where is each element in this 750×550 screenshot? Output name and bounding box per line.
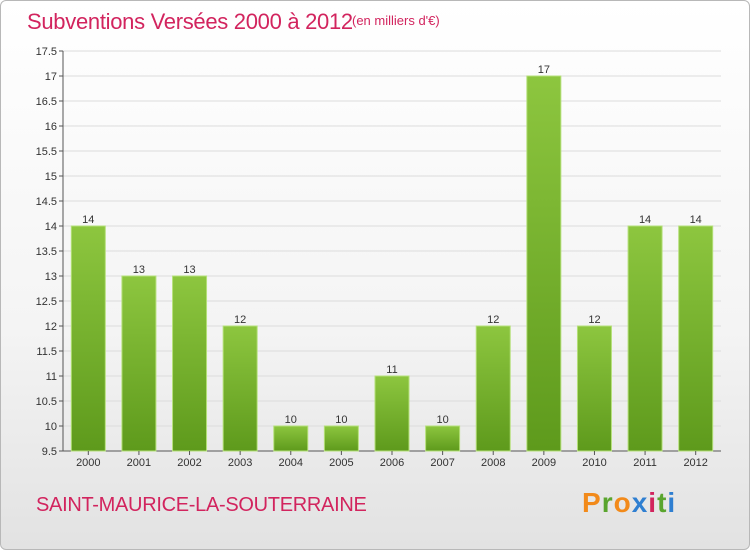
logo-letter: t <box>657 487 668 518</box>
x-axis-ticks: 2000 2001 2002 2003 2004 2005 2006 2007 2008 2009… <box>76 451 708 469</box>
bar <box>121 275 157 452</box>
y-tick-label: 14 <box>45 221 57 233</box>
bar-value-label: 11 <box>386 364 397 376</box>
bar-value-label: 14 <box>690 214 702 226</box>
x-tick-label: 2010 <box>582 457 606 469</box>
x-tick-label: 2011 <box>633 457 657 469</box>
bar <box>475 325 511 452</box>
bar-value-label: 12 <box>588 314 600 326</box>
bar <box>172 275 208 452</box>
x-tick-label: 2002 <box>177 457 201 469</box>
x-tick-label: 2005 <box>329 457 353 469</box>
logo-letter: i <box>648 487 658 518</box>
bar-value-label: 14 <box>639 214 651 226</box>
bar <box>323 425 359 452</box>
bar-value-label: 10 <box>285 414 297 426</box>
y-tick-label: 17 <box>45 71 57 83</box>
chart-title: Subventions Versées 2000 à 2012 <box>27 9 353 34</box>
bar <box>526 75 562 452</box>
bar-value-label: 13 <box>183 264 195 276</box>
bar-value-label: 10 <box>436 414 448 426</box>
bar-value-label: 12 <box>487 314 499 326</box>
y-tick-label: 11 <box>46 371 57 383</box>
y-tick-label: 16 <box>45 121 57 133</box>
logo-letter: i <box>667 487 677 518</box>
logo-letter: r <box>601 487 614 518</box>
x-tick-label: 2004 <box>279 457 303 469</box>
proxiti-logo: Proxiti <box>582 487 676 519</box>
logo-letter: o <box>613 487 632 518</box>
x-tick-label: 2000 <box>76 457 100 469</box>
y-tick-label: 15.5 <box>36 146 57 158</box>
y-tick-label: 13.5 <box>36 246 57 258</box>
bar <box>627 225 663 452</box>
unit-label: (en milliers d'€) <box>352 13 440 28</box>
bar-value-label: 17 <box>538 64 550 76</box>
bar <box>70 225 106 452</box>
commune-name: SAINT-MAURICE-LA-SOUTERRAINE <box>36 494 367 516</box>
y-tick-label: 15 <box>45 171 57 183</box>
bars <box>70 75 714 452</box>
y-axis-ticks: 9.5 10 10.5 11 11.5 12 12.5 13 13.5 14 14.5 15 15.5 1… <box>36 46 63 458</box>
y-tick-label: 10 <box>45 421 57 433</box>
bar <box>425 425 461 452</box>
x-tick-label: 2003 <box>228 457 252 469</box>
x-tick-label: 2006 <box>380 457 404 469</box>
bar <box>222 325 258 452</box>
x-tick-label: 2012 <box>683 457 707 469</box>
logo-letter: x <box>631 487 649 518</box>
x-tick-label: 2007 <box>430 457 454 469</box>
bar <box>576 325 612 452</box>
bar-value-label: 10 <box>335 414 347 426</box>
x-tick-label: 2008 <box>481 457 505 469</box>
y-tick-label: 12.5 <box>36 296 57 308</box>
bar <box>678 225 714 452</box>
bar-value-label: 12 <box>234 314 246 326</box>
y-tick-label: 10.5 <box>36 396 57 408</box>
bar-value-label: 13 <box>133 264 145 276</box>
y-tick-label: 9.5 <box>42 446 57 458</box>
bar-value-label: 14 <box>82 214 94 226</box>
x-tick-label: 2009 <box>532 457 556 469</box>
y-tick-label: 12 <box>45 321 57 333</box>
y-tick-label: 17.5 <box>36 46 57 58</box>
bar <box>374 375 410 452</box>
bar <box>273 425 309 452</box>
y-tick-label: 16.5 <box>36 96 57 108</box>
x-tick-label: 2001 <box>127 457 151 469</box>
y-tick-label: 13 <box>45 271 57 283</box>
value-labels: 14 13 13 12 10 10 11 10 12 17 12 14 14 <box>82 64 702 426</box>
y-tick-label: 14.5 <box>36 196 57 208</box>
y-tick-label: 11.5 <box>36 346 57 358</box>
logo-letter: P <box>582 487 602 518</box>
